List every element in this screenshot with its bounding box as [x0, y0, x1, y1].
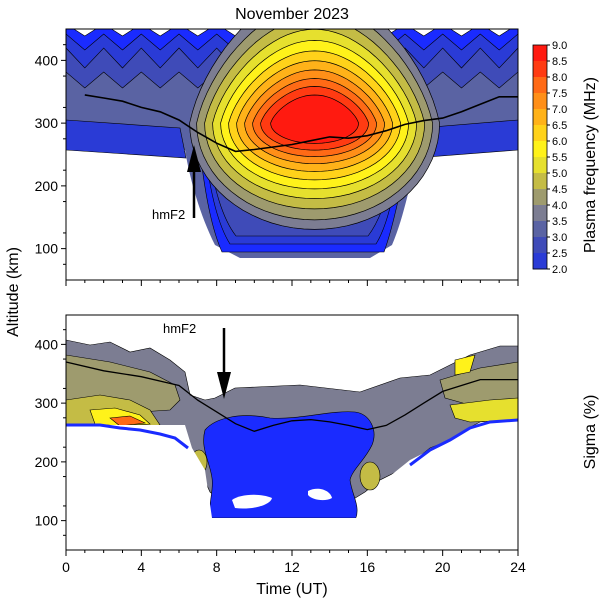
colorbar-tick-label: 6.5 [552, 120, 567, 132]
y-tick-label: 300 [35, 115, 59, 131]
colorbar-tick-label: 8.5 [552, 56, 567, 68]
no-data-mask [66, 425, 212, 518]
no-data-mask [66, 518, 518, 550]
colorbar-tick-label: 3.5 [552, 216, 567, 228]
colorbar-swatch [533, 157, 547, 174]
y-tick-label: 200 [35, 454, 59, 470]
sigma-contours [66, 339, 518, 550]
colorbar-tick-label: 5.0 [552, 168, 567, 180]
y-tick-label: 200 [35, 178, 59, 194]
y-axis-title: Altitude (km) [5, 247, 22, 337]
top-axes: 100 200 300 400 [35, 44, 519, 286]
y-tick-label: 100 [35, 513, 59, 529]
colorbar-tick-label: 6.0 [552, 136, 567, 148]
colorbar-tick-label: 2.0 [552, 264, 567, 276]
sigma-region [449, 397, 518, 423]
sigma-island [359, 461, 381, 491]
hmf2-curve-top [84, 94, 518, 153]
colorbar-tick-label: 5.5 [552, 152, 567, 164]
colorbar-tick-label: 7.0 [552, 104, 567, 116]
colorbar-swatch [533, 237, 547, 254]
contour-level [66, 119, 187, 159]
sigma-edge [66, 423, 189, 450]
colorbar-swatch [533, 93, 547, 110]
sigma-region [454, 354, 476, 376]
x-tick-label: 4 [137, 559, 145, 575]
colorbar-swatch [533, 77, 547, 94]
colorbar-swatch [533, 45, 547, 62]
y-tick-label: 400 [35, 336, 59, 352]
sigma-edge [409, 418, 518, 467]
hmf2-label-top: hmF2 [152, 207, 185, 222]
x-tick-label: 24 [510, 559, 526, 575]
hmf2-curve-bottom [65, 361, 518, 432]
colorbar-swatch [533, 125, 547, 142]
colorbar-swatch [533, 205, 547, 222]
y-tick-label: 300 [35, 395, 59, 411]
bottom-panel: 100 200 300 400 0 4 8 12 16 20 24 hmF2 [35, 314, 526, 575]
sigma-axis-title: Sigma (%) [582, 395, 599, 470]
x-tick-label: 16 [360, 559, 376, 575]
colorbar-swatch [533, 141, 547, 158]
contour-level [270, 94, 359, 144]
x-tick-label: 12 [284, 559, 300, 575]
colorbar-tick-label: 9.0 [552, 40, 567, 52]
colorbar-swatch [533, 253, 547, 270]
colorbar-tick-label: 7.5 [552, 88, 567, 100]
colorbar-swatch [533, 189, 547, 206]
colorbar-swatch [533, 61, 547, 78]
no-data-mask [356, 420, 518, 518]
hmf2-label-bottom: hmF2 [163, 321, 196, 336]
sigma-gap [308, 488, 332, 501]
colorbar-swatch [533, 221, 547, 238]
hmf2-annotation-bottom: hmF2 [163, 321, 231, 399]
background-mask [66, 150, 518, 280]
sigma-region [439, 361, 518, 406]
x-tick-label: 0 [62, 559, 70, 575]
sigma-region [203, 411, 375, 519]
chart-title: November 2023 [235, 6, 349, 23]
colorbar-swatch [533, 173, 547, 190]
hmf2-annotation-top: hmF2 [152, 145, 201, 222]
colorbar-tick-label: 2.5 [552, 248, 567, 260]
colorbar-tick-label: 4.5 [552, 184, 567, 196]
sigma-gap [232, 494, 272, 509]
x-tick-label: 8 [213, 559, 221, 575]
top-panel: 100 200 300 400 hmF2 [35, 28, 519, 286]
colorbar-tick-label: 4.0 [552, 200, 567, 212]
colorbar-title: Plasma frequency (MHz) [582, 77, 599, 253]
x-axis-title: Time (UT) [256, 581, 327, 598]
colorbar-tick-label: 3.0 [552, 232, 567, 244]
bottom-axes: 100 200 300 400 0 4 8 12 16 20 24 [35, 329, 526, 575]
sigma-region [109, 415, 147, 427]
y-tick-label: 100 [35, 241, 59, 257]
y-tick-label: 400 [35, 52, 59, 68]
x-tick-label: 20 [435, 559, 451, 575]
colorbar-tick-label: 8.0 [552, 72, 567, 84]
colorbar-swatch [533, 109, 547, 126]
plasma-frequency-colorbar: 9.0 8.5 8.0 7.5 7.0 6.5 6.0 5.5 5.0 4.5 4.0 3.5 3.0 2… [532, 40, 567, 276]
